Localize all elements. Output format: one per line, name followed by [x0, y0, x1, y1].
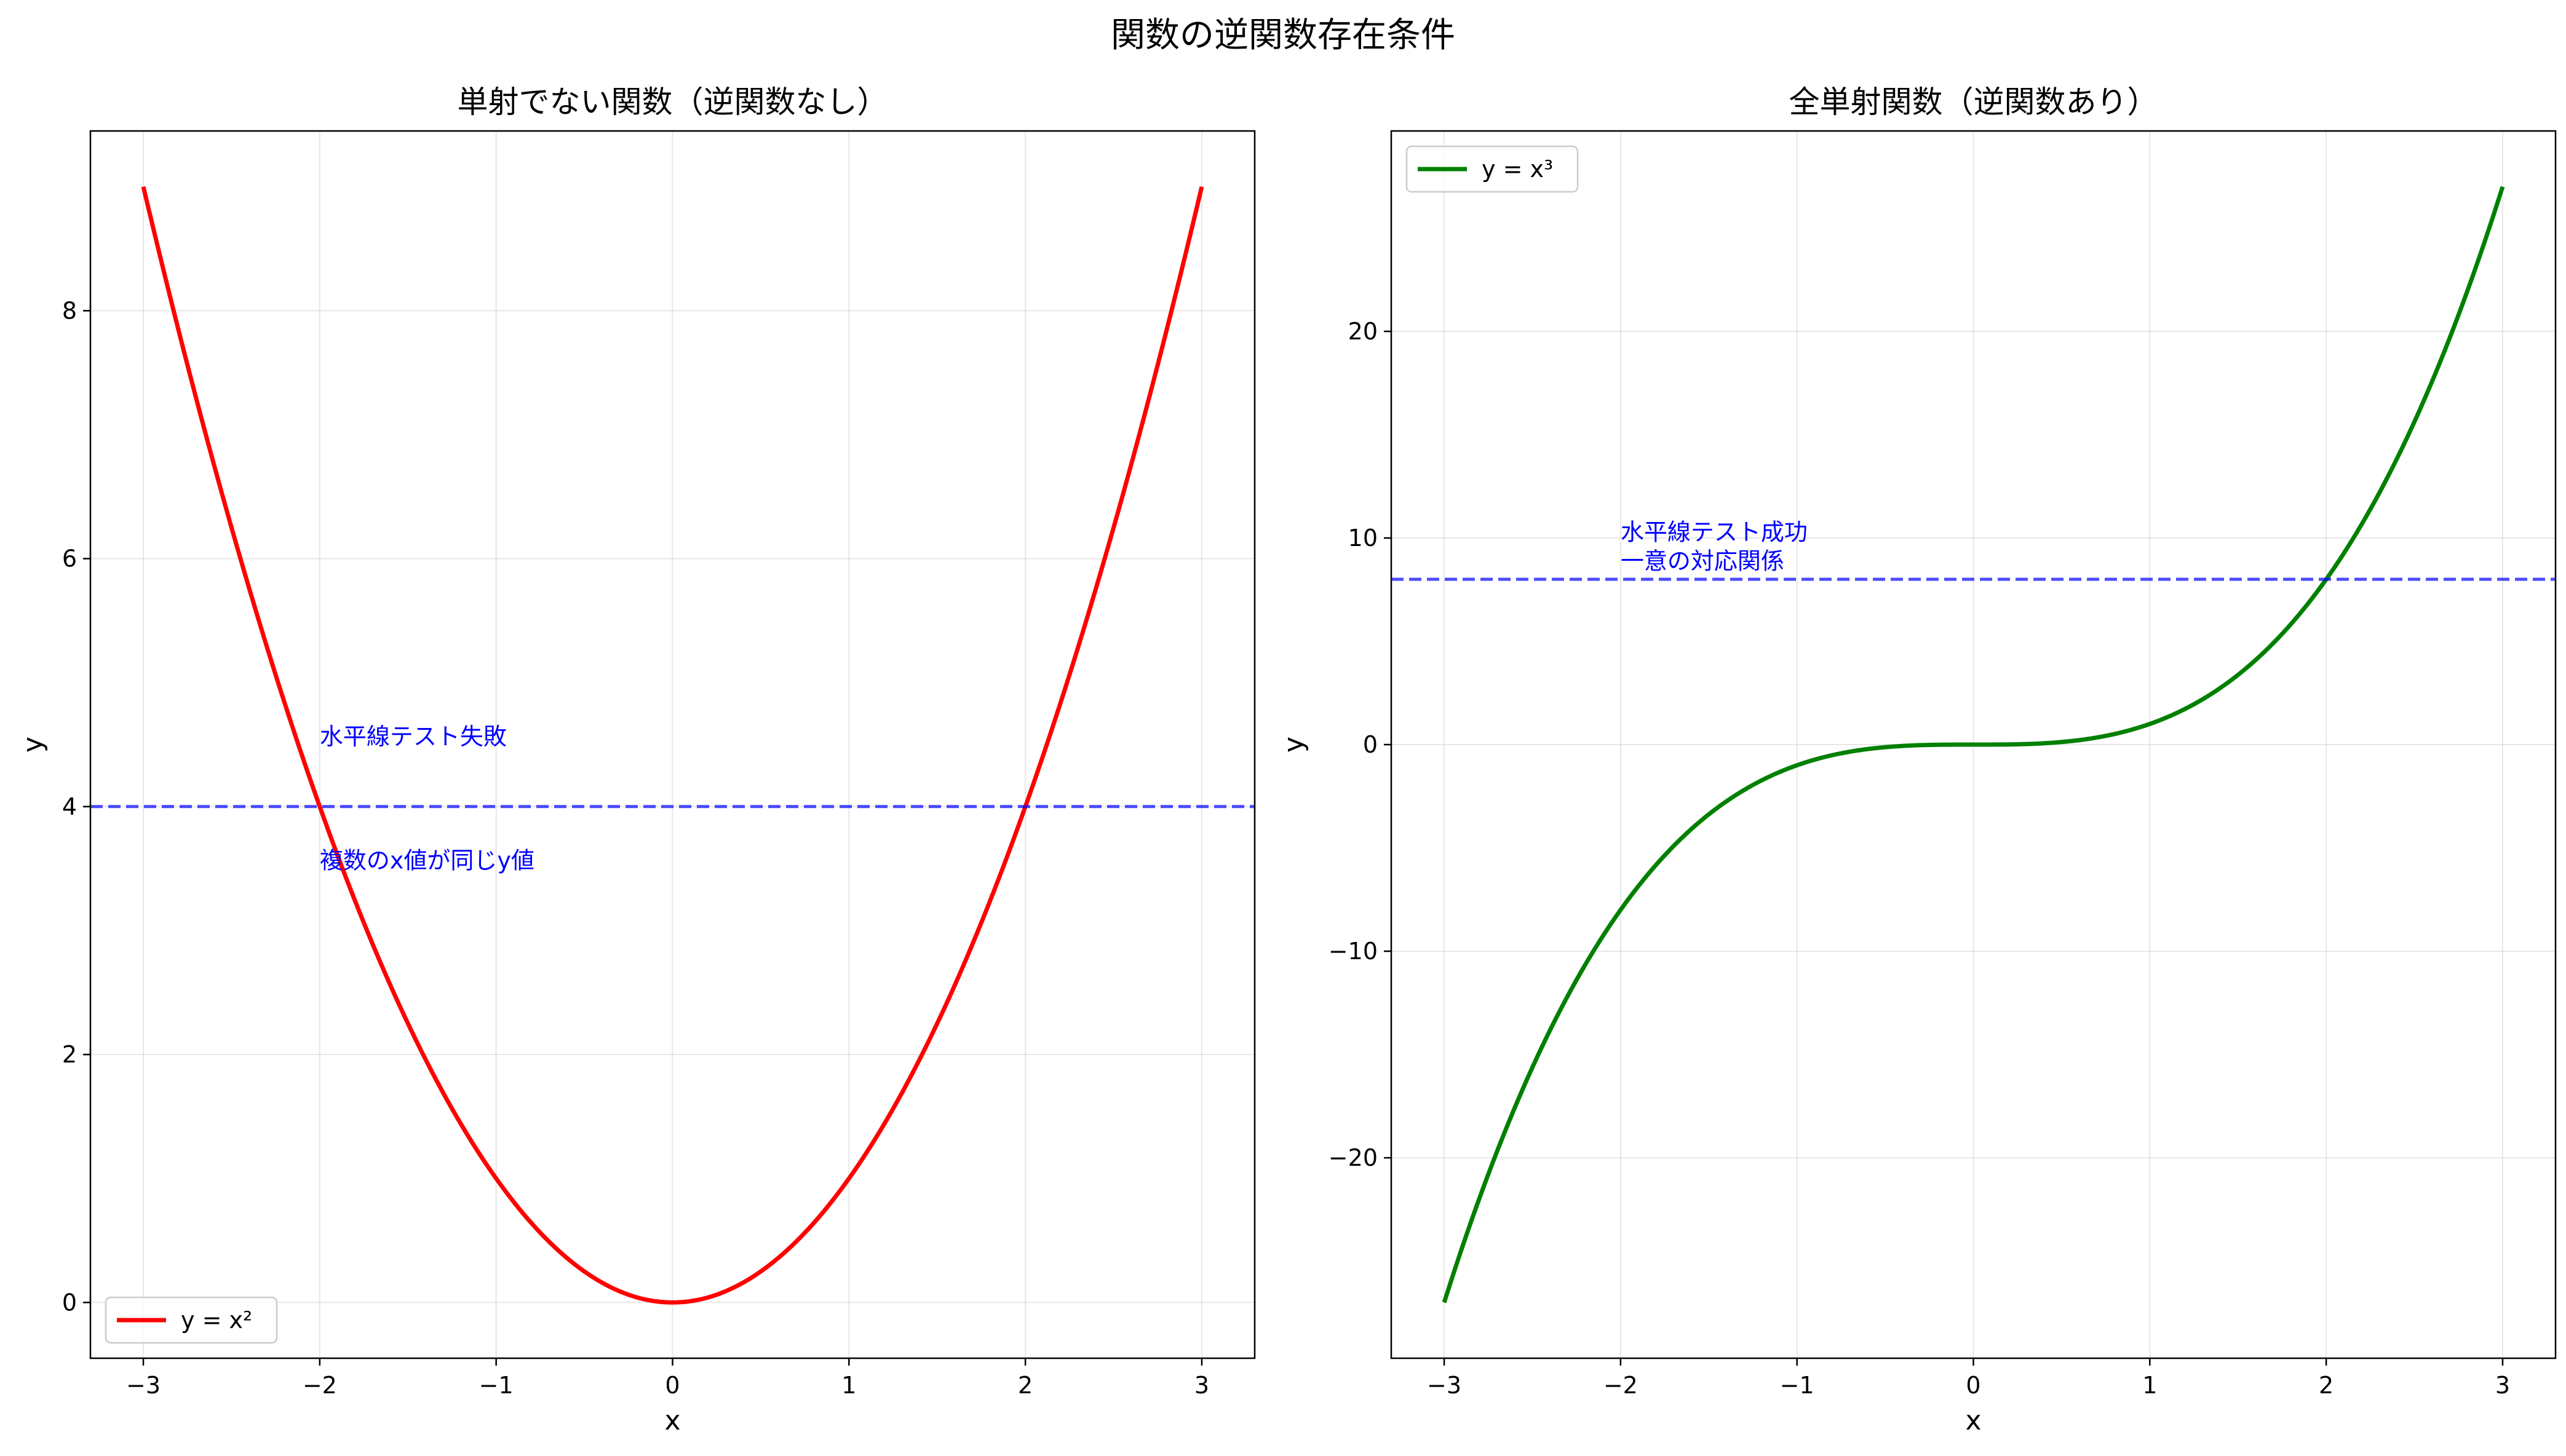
chart-title: 単射でない関数（逆関数なし） — [458, 84, 888, 120]
y-tick-label: 10 — [1348, 524, 1378, 552]
y-tick-label: 0 — [1363, 731, 1378, 758]
x-tick-label: 3 — [2495, 1372, 2510, 1399]
x-tick-label: −3 — [1427, 1372, 1461, 1399]
x-tick-label: 2 — [1018, 1372, 1033, 1399]
y-tick-label: 20 — [1348, 318, 1378, 345]
legend: y = x³ — [1405, 145, 1579, 193]
x-axis-label: x — [1965, 1405, 1981, 1436]
y-axis-label: y — [1278, 737, 1309, 753]
x-tick-label: −3 — [126, 1372, 161, 1399]
x-tick-label: 3 — [1194, 1372, 1209, 1399]
legend-box — [1405, 145, 1579, 193]
x-tick-label: 1 — [2142, 1372, 2157, 1399]
legend-box — [105, 1296, 278, 1344]
x-tick-label: 1 — [841, 1372, 856, 1399]
annotation-text: 複数のx値が同じy値 — [320, 847, 534, 874]
legend-label: y = x³ — [1482, 156, 1553, 183]
annotation-text: 水平線テスト失敗 — [320, 723, 507, 750]
y-tick-label: 4 — [62, 793, 77, 820]
y-tick-label: 2 — [62, 1041, 77, 1068]
x-tick-label: 0 — [665, 1372, 680, 1399]
annotation-text: 水平線テスト成功一意の対応関係 — [1621, 518, 1808, 574]
x-tick-label: 2 — [2319, 1372, 2334, 1399]
x-tick-label: 0 — [1966, 1372, 1980, 1399]
x-tick-label: −1 — [479, 1372, 514, 1399]
legend-label: y = x² — [181, 1307, 252, 1334]
x-tick-label: −2 — [303, 1372, 337, 1399]
x-tick-label: −1 — [1780, 1372, 1814, 1399]
panel-right-chart: 水平線テスト成功一意の対応関係−3 −2 −1 0 1 2 3−20−1001020全単射関… — [1278, 84, 2557, 1436]
x-axis-label: x — [664, 1405, 680, 1436]
y-axis-label: y — [17, 737, 49, 753]
legend: y = x² — [105, 1296, 278, 1344]
x-tick-label: −2 — [1603, 1372, 1638, 1399]
figure-suptitle: 関数の逆関数存在条件 — [1111, 15, 1455, 55]
y-tick-label: 6 — [62, 545, 77, 572]
y-tick-label: 8 — [62, 297, 77, 324]
y-tick-label: −10 — [1329, 938, 1378, 965]
y-tick-label: 0 — [62, 1289, 77, 1316]
y-tick-label: −20 — [1329, 1144, 1378, 1171]
chart-title: 全単射関数（逆関数あり） — [1789, 84, 2158, 120]
